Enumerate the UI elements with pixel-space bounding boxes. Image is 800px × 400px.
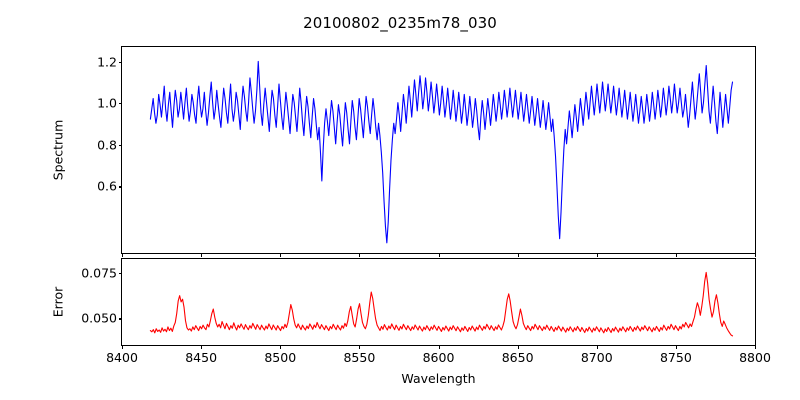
x-tick-mark: [755, 253, 757, 257]
x-tick-label: 8650: [501, 350, 534, 365]
spectrum-axes: Spectrum 0.6 0.8 1.0 1.2: [51, 46, 757, 257]
y-tick-mark: [118, 186, 122, 188]
spectrum-plot-area: [122, 47, 755, 253]
x-axis-title: Wavelength: [401, 371, 476, 386]
x-tick-mark: [280, 345, 282, 349]
error-plot-area: [122, 259, 755, 345]
x-tick-mark: [755, 345, 757, 349]
x-tick-mark: [438, 253, 440, 257]
y-tick-mark: [118, 318, 122, 320]
x-tick-label: 8550: [343, 350, 376, 365]
x-tick-mark: [201, 253, 203, 257]
error-axes: Error 0.050 0.075 8400 8450 8500 8550 8600 8650…: [51, 258, 771, 365]
error-line: [150, 272, 732, 335]
x-tick-label: 8600: [422, 350, 455, 365]
x-tick-mark: [596, 345, 598, 349]
x-tick-label: 8800: [739, 350, 771, 365]
x-tick-label: 8400: [106, 350, 138, 365]
x-tick-mark: [438, 345, 440, 349]
x-tick-mark: [675, 253, 677, 257]
y-tick-mark: [118, 61, 122, 63]
figure-title: 20100802_0235m78_030: [303, 14, 497, 32]
spectrum-y-axis-title: Spectrum: [50, 119, 66, 181]
x-tick-mark: [122, 253, 124, 257]
error-y-axis-title: Error: [50, 286, 66, 318]
x-tick-label: 8450: [185, 350, 218, 365]
y-tick-mark: [118, 144, 122, 146]
y-tick-label: 1.2: [97, 54, 117, 70]
x-tick-label: 8500: [264, 350, 297, 365]
y-tick-mark: [118, 103, 122, 105]
y-tick-label: 1.0: [97, 95, 117, 111]
x-tick-mark: [517, 253, 519, 257]
y-tick-mark: [118, 272, 122, 274]
y-tick-label: 0.8: [97, 137, 117, 153]
y-tick-label: 0.050: [81, 310, 117, 326]
y-tick-label: 0.6: [97, 178, 117, 194]
y-tick-label: 0.075: [81, 265, 117, 281]
x-tick-mark: [359, 345, 361, 349]
x-tick-mark: [517, 345, 519, 349]
x-tick-mark: [359, 253, 361, 257]
spectrum-line: [150, 61, 732, 242]
x-tick-label: 8750: [659, 350, 692, 365]
x-tick-mark: [122, 345, 124, 349]
x-tick-mark: [675, 345, 677, 349]
x-tick-mark: [596, 253, 598, 257]
x-tick-mark: [280, 253, 282, 257]
x-tick-mark: [201, 345, 203, 349]
x-tick-label: 8700: [580, 350, 613, 365]
